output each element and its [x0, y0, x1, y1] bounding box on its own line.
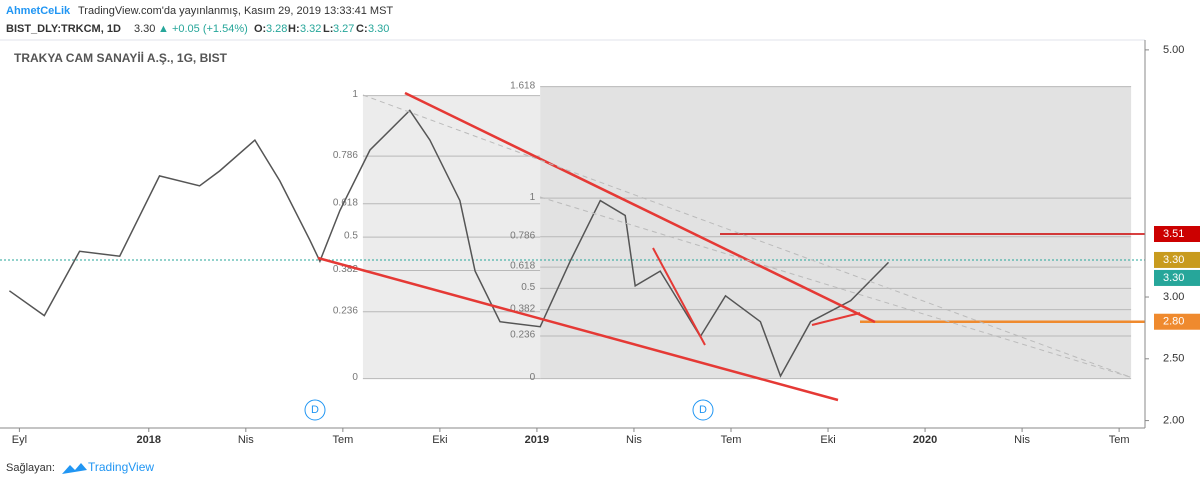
fib-label: 1	[352, 89, 358, 100]
fib-label: 0.382	[333, 264, 358, 275]
chart-title: TRAKYA CAM SANAYİİ A.Ş., 1G, BIST	[14, 50, 228, 65]
last-price: 3.30	[134, 23, 155, 35]
dashed-lines	[362, 94, 1131, 378]
price-label-box	[1154, 226, 1200, 242]
dividend-marker[interactable]: D	[699, 404, 707, 416]
x-tick-label: Tem	[721, 434, 742, 446]
fib-region	[540, 86, 1132, 379]
h-value: 3.32	[300, 23, 321, 35]
price-line	[8, 109, 890, 378]
provider: Sağlayan:	[6, 462, 55, 474]
o-label: O:	[254, 23, 266, 35]
fib-label: 0.5	[344, 231, 358, 242]
l-value: 3.27	[333, 23, 354, 35]
trend-line	[811, 312, 861, 326]
x-tick-label: Tem	[1109, 434, 1130, 446]
fib-label: 0.382	[510, 303, 535, 314]
brand[interactable]: TradingView	[88, 460, 154, 474]
c-label: C:	[356, 23, 368, 35]
fib-label: 1	[530, 192, 536, 203]
x-tick-label: Eyl	[12, 434, 27, 446]
x-tick-label: Eki	[820, 434, 835, 446]
trend-lines	[317, 91, 876, 402]
h-label: H:	[288, 23, 300, 35]
price-label: 3.30	[1163, 272, 1184, 284]
fib-label: 0.236	[510, 330, 535, 341]
fib-label: 1.618	[510, 80, 535, 91]
y-tick-label: 5.00	[1163, 44, 1184, 56]
price-label: 3.30	[1163, 254, 1184, 266]
fib-label: 0.5	[521, 282, 535, 293]
y-tick-label: 3.00	[1163, 291, 1184, 303]
x-tick-label: Tem	[332, 434, 353, 446]
price-label-box	[1154, 251, 1200, 268]
x-tick-label: 2018	[137, 434, 161, 446]
author[interactable]: AhmetCeLik	[6, 5, 71, 17]
change: ▲ +0.05 (+1.54%)	[158, 23, 248, 35]
x-tick-label: Eki	[432, 434, 447, 446]
trend-line	[652, 247, 706, 346]
x-tick-label: Nis	[238, 434, 254, 446]
y-tick-label: 2.00	[1163, 414, 1184, 426]
dashed-line	[362, 94, 1131, 378]
trend-line	[404, 91, 876, 324]
x-tick-label: 2019	[525, 434, 549, 446]
fib-label: 0.236	[333, 305, 358, 316]
price-label: 3.51	[1163, 228, 1184, 240]
fib-label: 0	[530, 372, 536, 383]
price-label-box	[1154, 313, 1200, 330]
fib-label: 0	[352, 372, 358, 383]
dividend-icon[interactable]	[304, 399, 326, 421]
fib-label: 0.618	[333, 197, 358, 208]
price-label-box	[1154, 269, 1200, 286]
plot-area: 0 0.236 0.382 0.5 0.618 0.786 1 0 0.236 0.382 0.5 0…	[0, 80, 1145, 383]
fib-label: 0.786	[333, 150, 358, 161]
price-label: 2.80	[1163, 316, 1184, 328]
x-tick-label: Nis	[1014, 434, 1030, 446]
dividend-marker[interactable]: D	[311, 404, 319, 416]
published: TradingView.com'da yayınlanmış, Kasım 29…	[78, 5, 393, 17]
trend-line	[317, 256, 839, 402]
dividend-icon[interactable]	[692, 399, 714, 421]
c-value: 3.30	[368, 23, 389, 35]
y-tick-label: 2.50	[1163, 353, 1184, 365]
x-tick-label: Nis	[626, 434, 642, 446]
brand-logo[interactable]	[62, 463, 87, 474]
dashed-line	[539, 196, 1131, 378]
fib-label: 0.786	[510, 230, 535, 241]
o-value: 3.28	[266, 23, 287, 35]
x-tick-label: 2020	[913, 434, 937, 446]
l-label: L:	[323, 23, 333, 35]
fib-label: 0.618	[510, 261, 535, 272]
symbol: BIST_DLY:TRKCM, 1D	[6, 23, 121, 35]
